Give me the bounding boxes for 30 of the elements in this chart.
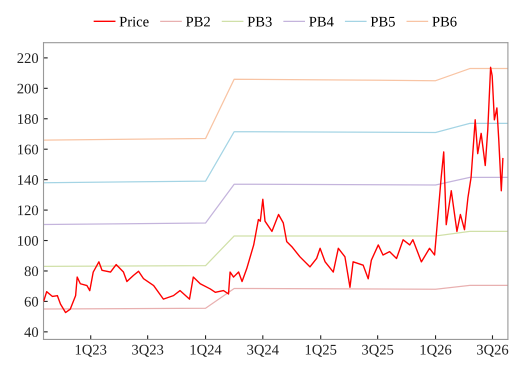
legend-label: PB3	[248, 16, 272, 27]
line-series	[44, 68, 508, 141]
legend-label: PB2	[186, 16, 210, 26]
x-tick-label: 1Q26	[420, 344, 452, 357]
x-tick-label: 1Q24	[190, 344, 222, 357]
y-tick-label: 60	[24, 296, 38, 307]
x-tick-label: 1Q25	[306, 344, 336, 357]
y-tick-label: 40	[24, 327, 38, 338]
y-tick-label: 200	[17, 84, 38, 94]
x-tick-label: 3Q24	[247, 344, 279, 357]
legend-label: Price	[120, 16, 149, 27]
x-tick-label: 3Q23	[132, 344, 164, 357]
line-series	[44, 176, 508, 226]
y-tick-label: 80	[24, 266, 38, 276]
line-series	[44, 230, 508, 268]
y-tick-label: 220	[17, 53, 38, 64]
y-tick-label: 120	[18, 205, 38, 216]
line-series	[44, 284, 508, 310]
legend-label: PB4	[309, 16, 334, 26]
y-tick-label: 160	[18, 144, 38, 154]
x-tick-label: 3Q26	[476, 344, 508, 357]
y-tick-label: 180	[18, 114, 38, 124]
line-series	[44, 122, 508, 184]
y-tick-label: 100	[18, 236, 38, 246]
legend-label: PB6	[432, 16, 457, 27]
x-tick-label: 1Q23	[76, 344, 106, 357]
line-series	[44, 66, 504, 314]
legend-label: PB5	[370, 16, 395, 27]
y-tick-label: 140	[18, 175, 38, 185]
x-tick-label: 3Q25	[362, 344, 394, 357]
